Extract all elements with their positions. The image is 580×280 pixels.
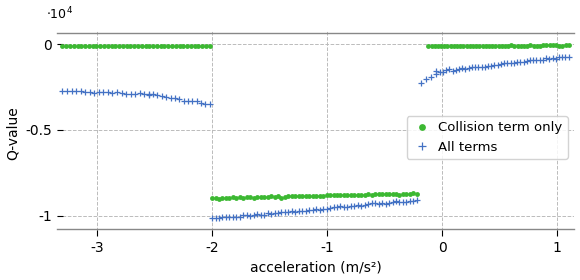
Collision term only bbox=[361, 193, 368, 197]
All terms bbox=[64, 89, 71, 93]
Line: Collision term only: Collision term only bbox=[60, 43, 571, 201]
All terms bbox=[501, 62, 508, 65]
Collision term only bbox=[63, 45, 70, 48]
Collision term only bbox=[457, 44, 464, 48]
All terms bbox=[216, 217, 223, 220]
X-axis label: acceleration (m/s²): acceleration (m/s²) bbox=[250, 260, 382, 274]
All terms bbox=[546, 57, 553, 60]
All terms bbox=[59, 89, 66, 92]
All terms bbox=[566, 55, 572, 58]
Collision term only bbox=[536, 44, 543, 47]
Collision term only bbox=[549, 43, 556, 47]
Line: All terms: All terms bbox=[60, 54, 571, 221]
Collision term only bbox=[470, 44, 477, 48]
Collision term only bbox=[85, 45, 92, 48]
All terms bbox=[250, 214, 257, 217]
Legend: Collision term only, All terms: Collision term only, All terms bbox=[407, 116, 568, 159]
Collision term only bbox=[216, 197, 223, 200]
Collision term only bbox=[566, 44, 572, 47]
Y-axis label: Q-value: Q-value bbox=[6, 106, 20, 160]
All terms bbox=[95, 91, 102, 94]
Text: $\cdot10^4$: $\cdot10^4$ bbox=[46, 6, 73, 23]
All terms bbox=[510, 61, 517, 64]
Collision term only bbox=[59, 45, 66, 48]
